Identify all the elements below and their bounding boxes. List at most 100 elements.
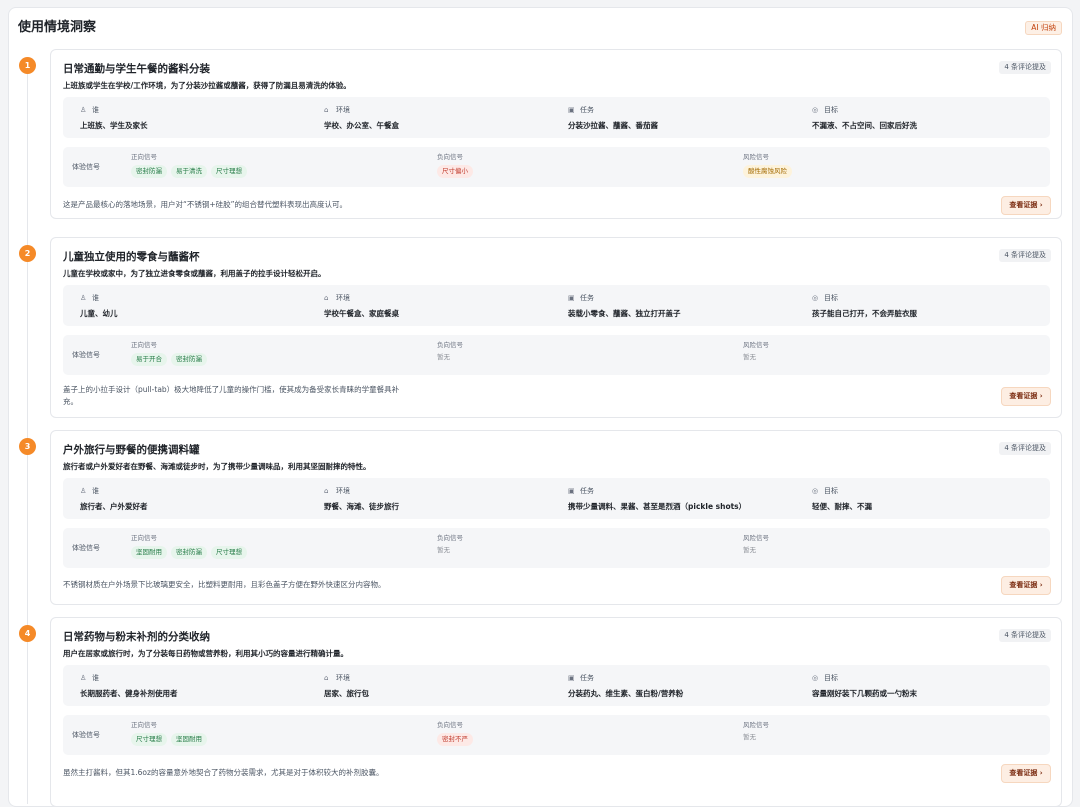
scenario-note: 虽然主打酱料，但其1.6oz的容量意外地契合了药物分装需求，尤其是对于体积较大的… (63, 768, 384, 777)
panel-header: 使用情境洞察 AI 归纳 (18, 19, 1062, 37)
risk-signals: 风险信号 暂无 (743, 721, 769, 742)
risk-tag[interactable]: 酸性腐蚀风险 (743, 165, 792, 178)
target-icon: ◎ (812, 294, 819, 302)
clipboard-icon: ▣ (568, 487, 575, 495)
positive-tag-list: 易于开合 密封防漏 (131, 353, 207, 366)
signal-box: 体验信号 正向信号 尺寸理想 坚固耐用 负向信号 密封不严 风险信号 暂无 (63, 715, 1050, 755)
context-label-task: 任务 (580, 106, 594, 114)
scenario-subtitle: 旅行者或户外爱好者在野餐、海滩或徒步时，为了携带少量调味品，利用其坚固耐摔的特性… (63, 462, 371, 471)
signal-title: 体验信号 (72, 544, 100, 552)
clipboard-icon: ▣ (568, 674, 575, 682)
context-label-goal: 目标 (824, 106, 838, 114)
view-evidence-button[interactable]: 查看证据 › (1001, 576, 1051, 595)
positive-tag[interactable]: 尺寸理想 (211, 546, 247, 559)
context-value-env: 野餐、海滩、徒步旅行 (324, 502, 399, 511)
context-label-env: 环境 (336, 294, 350, 302)
positive-tag[interactable]: 易于清洗 (171, 165, 207, 178)
scenario-card: 日常药物与粉末补剂的分类收纳 4 条评论提及 用户在居家或旅行时，为了分装每日药… (50, 617, 1062, 807)
negative-label: 负向信号 (437, 153, 463, 161)
positive-tag[interactable]: 密封防漏 (171, 353, 207, 366)
context-grid: ♙ 谁 儿童、幼儿 ⌂ 环境 学校午餐盒、家庭餐桌 ▣ 任务 装载小零食、蘸酱、独立打… (63, 285, 1050, 326)
context-value-who: 上班族、学生及家长 (80, 121, 148, 130)
scenario-title: 儿童独立使用的零食与蘸酱杯 (63, 251, 200, 263)
view-evidence-button[interactable]: 查看证据 › (1001, 196, 1051, 215)
negative-tag[interactable]: 密封不严 (437, 733, 473, 746)
context-label-task: 任务 (580, 487, 594, 495)
negative-signals: 负向信号 暂无 (437, 341, 463, 362)
mention-count-badge[interactable]: 4 条评论提及 (999, 249, 1051, 262)
signal-title: 体验信号 (72, 351, 100, 359)
context-label-goal: 目标 (824, 487, 838, 495)
context-value-task: 分装药丸、维生素、蛋白粉/营养粉 (568, 689, 684, 698)
person-icon: ♙ (80, 294, 87, 302)
mention-count-badge[interactable]: 4 条评论提及 (999, 61, 1051, 74)
context-value-who: 旅行者、户外爱好者 (80, 502, 148, 511)
context-value-goal: 孩子能自己打开，不会弄脏衣服 (812, 309, 917, 318)
context-grid: ♙ 谁 旅行者、户外爱好者 ⌂ 环境 野餐、海滩、徒步旅行 ▣ 任务 携带少量调料、果… (63, 478, 1050, 519)
context-value-env: 居家、旅行包 (324, 689, 369, 698)
context-label-goal: 目标 (824, 294, 838, 302)
scenario-note: 盖子上的小拉手设计（pull-tab）极大地降低了儿童的操作门槛，使其成为备受家… (63, 385, 400, 406)
context-label-who: 谁 (92, 106, 99, 114)
risk-none: 暂无 (743, 353, 756, 361)
context-value-task: 携带少量调料、果酱、甚至是烈酒（pickle shots） (568, 502, 747, 511)
signal-box: 体验信号 正向信号 易于开合 密封防漏 负向信号 暂无 风险信号 暂无 (63, 335, 1050, 375)
positive-tag[interactable]: 易于开合 (131, 353, 167, 366)
context-label-goal: 目标 (824, 674, 838, 682)
mention-count-badge[interactable]: 4 条评论提及 (999, 629, 1051, 642)
positive-tag[interactable]: 密封防漏 (131, 165, 167, 178)
risk-signals: 风险信号 暂无 (743, 534, 769, 555)
step-number: 1 (19, 57, 36, 74)
context-value-goal: 不漏液、不占空间、回家后好洗 (812, 121, 917, 130)
scenario-card: 户外旅行与野餐的便携调料罐 4 条评论提及 旅行者或户外爱好者在野餐、海滩或徒步… (50, 430, 1062, 605)
signal-title: 体验信号 (72, 163, 100, 171)
context-label-who: 谁 (92, 674, 99, 682)
negative-none: 暂无 (437, 353, 450, 361)
positive-tag[interactable]: 坚固耐用 (171, 733, 207, 746)
positive-label: 正向信号 (131, 721, 157, 729)
positive-tag[interactable]: 尺寸理想 (211, 165, 247, 178)
scenario-card: 日常通勤与学生午餐的酱料分装 4 条评论提及 上班族或学生在学校/工作环境，为了… (50, 49, 1062, 219)
positive-label: 正向信号 (131, 534, 157, 542)
home-icon: ⌂ (324, 106, 329, 114)
positive-tag[interactable]: 密封防漏 (171, 546, 207, 559)
scenario-subtitle: 儿童在学校或家中，为了独立进食零食或蘸酱，利用盖子的拉手设计轻松开启。 (63, 269, 326, 278)
context-label-task: 任务 (580, 674, 594, 682)
positive-tag[interactable]: 坚固耐用 (131, 546, 167, 559)
positive-label: 正向信号 (131, 153, 157, 161)
context-value-goal: 轻便、耐摔、不漏 (812, 502, 872, 511)
risk-none: 暂无 (743, 733, 756, 741)
signal-title: 体验信号 (72, 731, 100, 739)
step-number: 2 (19, 245, 36, 262)
positive-signals: 正向信号 密封防漏 易于清洗 尺寸理想 (131, 153, 247, 178)
positive-signals: 正向信号 尺寸理想 坚固耐用 (131, 721, 207, 746)
negative-tag[interactable]: 尺寸偏小 (437, 165, 473, 178)
positive-signals: 正向信号 坚固耐用 密封防漏 尺寸理想 (131, 534, 247, 559)
view-evidence-button[interactable]: 查看证据 › (1001, 764, 1051, 783)
negative-none: 暂无 (437, 546, 450, 554)
scenario-note: 这是产品最核心的落地场景，用户对“不锈钢+硅胶”的组合替代塑料表现出高度认可。 (63, 200, 348, 209)
target-icon: ◎ (812, 487, 819, 495)
home-icon: ⌂ (324, 294, 329, 302)
step-number: 3 (19, 438, 36, 455)
timeline-line (27, 64, 28, 804)
clipboard-icon: ▣ (568, 106, 575, 114)
target-icon: ◎ (812, 106, 819, 114)
context-value-goal: 容量刚好装下几颗药或一勺粉末 (812, 689, 917, 698)
insights-panel: 使用情境洞察 AI 归纳 1 日常通勤与学生午餐的酱料分装 4 条评论提及 上班… (8, 7, 1073, 807)
positive-label: 正向信号 (131, 341, 157, 349)
step-number: 4 (19, 625, 36, 642)
positive-tag-list: 密封防漏 易于清洗 尺寸理想 (131, 165, 247, 178)
negative-tag-list: 密封不严 (437, 733, 473, 746)
risk-label: 风险信号 (743, 721, 769, 729)
positive-tag[interactable]: 尺寸理想 (131, 733, 167, 746)
scenario-subtitle: 上班族或学生在学校/工作环境，为了分装沙拉酱或蘸酱，获得了防漏且易清洗的体验。 (63, 81, 351, 90)
context-value-task: 分装沙拉酱、蘸酱、番茄酱 (568, 121, 658, 130)
negative-tag-list: 尺寸偏小 (437, 165, 473, 178)
context-value-env: 学校、办公室、午餐盒 (324, 121, 399, 130)
positive-signals: 正向信号 易于开合 密封防漏 (131, 341, 207, 366)
risk-label: 风险信号 (743, 153, 769, 161)
view-evidence-button[interactable]: 查看证据 › (1001, 387, 1051, 406)
home-icon: ⌂ (324, 487, 329, 495)
mention-count-badge[interactable]: 4 条评论提及 (999, 442, 1051, 455)
